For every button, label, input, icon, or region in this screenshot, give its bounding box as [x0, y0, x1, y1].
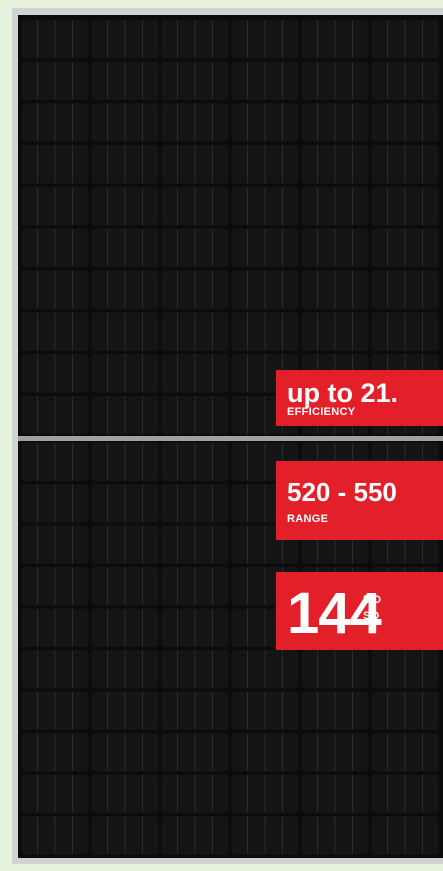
tag-caption: SO — [363, 610, 380, 622]
tag-caption: EFFICIENCY — [287, 406, 355, 418]
tag-headline: up to 21. — [287, 378, 398, 409]
tag-caption: MO — [363, 594, 381, 606]
cells-tag: 144 MO SO — [276, 572, 443, 650]
efficiency-tag: up to 21. EFFICIENCY — [276, 370, 443, 426]
solar-panel-image — [0, 0, 443, 871]
range-tag: 520 - 550 RANGE — [276, 461, 443, 540]
tag-headline: 520 - 550 — [287, 477, 397, 508]
tag-caption: RANGE — [287, 513, 328, 525]
panel-divider — [18, 436, 443, 441]
page: up to 21. EFFICIENCY 520 - 550 RANGE 144… — [0, 0, 443, 871]
